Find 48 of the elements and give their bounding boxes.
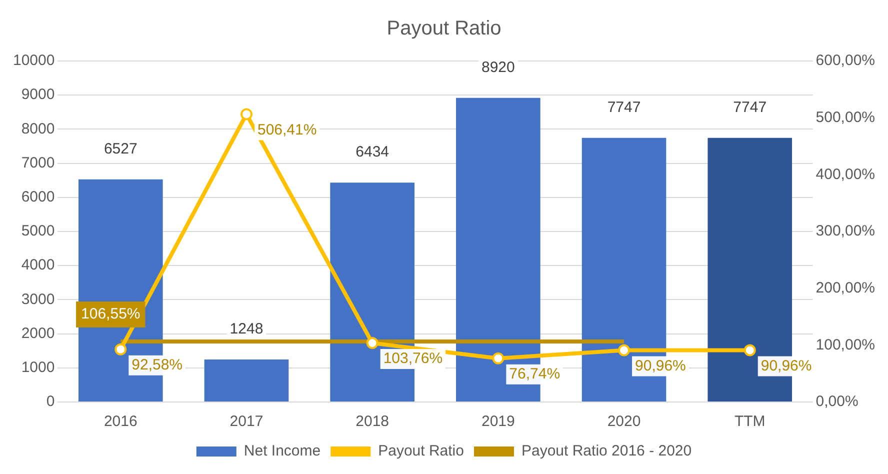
data-label: 92,58% xyxy=(132,356,183,374)
y-tick-label: 7000 xyxy=(21,154,55,172)
data-label: 6434 xyxy=(356,144,390,161)
y-tick-label: 0 xyxy=(46,393,55,410)
point xyxy=(114,343,127,356)
y-tick-label: 6000 xyxy=(21,188,55,206)
x-tick-label: 2017 xyxy=(230,413,264,430)
point xyxy=(240,108,252,120)
x-tick-label: 2020 xyxy=(607,413,641,430)
data-label: 76,74% xyxy=(509,366,560,383)
y2-tick-label: 300,00% xyxy=(816,222,875,240)
y2-tick-label: 400,00% xyxy=(816,166,875,183)
point xyxy=(366,337,378,350)
x-tick-label: 2019 xyxy=(481,413,515,430)
data-label: 7747 xyxy=(607,98,641,116)
y2-tick-label: 100,00% xyxy=(816,336,875,354)
y-tick-label: 4000 xyxy=(21,256,55,274)
legend-label: Payout Ratio 2016 - 2020 xyxy=(521,442,692,460)
point xyxy=(744,344,756,356)
data-label: 8920 xyxy=(481,58,515,76)
y-tick-label: 10000 xyxy=(12,52,55,70)
x-tick-label: TTM xyxy=(734,413,766,430)
y-tick-label: 2000 xyxy=(21,324,55,342)
data-label: 6527 xyxy=(104,140,138,158)
legend-label: Net Income xyxy=(244,442,321,460)
data-label: 106,55% xyxy=(81,306,140,323)
bar xyxy=(204,359,289,402)
y2-tick-label: 200,00% xyxy=(816,279,875,296)
y2-tick-label: 500,00% xyxy=(816,108,875,126)
data-label: 7747 xyxy=(733,98,767,116)
point xyxy=(618,344,630,356)
y-tick-label: 1000 xyxy=(21,359,55,376)
y-tick-label: 3000 xyxy=(21,290,55,308)
y-tick-label: 8000 xyxy=(21,120,55,138)
data-label: 90,96% xyxy=(760,357,812,374)
y2-tick-label: 0,00% xyxy=(816,393,858,410)
x-tick-label: 2016 xyxy=(104,413,138,430)
point xyxy=(492,352,504,364)
data-label: 103,76% xyxy=(383,350,443,368)
data-label: 90,96% xyxy=(635,357,686,374)
data-label: 506,41% xyxy=(257,121,317,138)
y2-tick-label: 600,00% xyxy=(816,52,875,70)
x-tick-label: 2018 xyxy=(356,413,390,430)
chart-title: Payout Ratio xyxy=(386,18,502,40)
data-label: 1248 xyxy=(230,320,264,338)
legend-label: Payout Ratio xyxy=(378,442,464,460)
y-tick-label: 9000 xyxy=(21,86,55,104)
y-tick-label: 5000 xyxy=(21,222,55,240)
